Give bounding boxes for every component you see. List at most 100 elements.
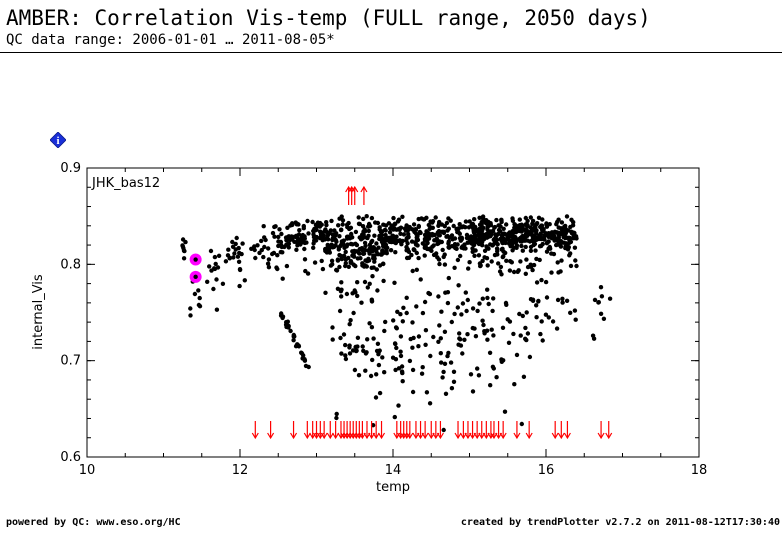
data-point <box>598 311 604 316</box>
data-point <box>472 253 477 258</box>
data-point <box>298 241 304 246</box>
data-point <box>288 328 293 334</box>
data-point <box>512 236 518 242</box>
data-point <box>496 261 501 266</box>
data-point <box>393 367 398 373</box>
data-point <box>494 217 499 223</box>
data-point <box>213 261 218 267</box>
data-point <box>297 228 302 233</box>
data-point <box>448 360 454 365</box>
lower-limit-arrowhead <box>421 432 429 440</box>
data-point <box>363 243 368 249</box>
data-point <box>341 253 347 258</box>
data-point <box>339 242 344 247</box>
data-point <box>485 295 490 301</box>
data-point <box>366 228 371 234</box>
data-point <box>392 280 397 285</box>
data-point <box>369 265 374 270</box>
data-point <box>499 272 504 277</box>
data-point <box>467 219 472 224</box>
data-point <box>328 244 334 249</box>
data-point <box>497 223 502 228</box>
page-title: AMBER: Correlation Vis-temp (FULL range,… <box>6 6 651 30</box>
upper-limit-arrowhead <box>348 185 356 193</box>
data-point <box>387 230 393 235</box>
data-point <box>347 345 352 350</box>
lower-limit-arrowhead <box>454 432 462 440</box>
footer-powered-by: powered by QC: www.eso.org/HC <box>6 517 181 528</box>
header-divider <box>0 52 782 53</box>
data-point <box>512 225 517 230</box>
data-point <box>341 238 346 243</box>
data-point <box>212 254 218 260</box>
data-point <box>493 232 498 238</box>
data-point <box>196 288 201 293</box>
highlighted-point-core <box>193 274 198 280</box>
data-point <box>537 257 542 263</box>
y-tick-label: 0.8 <box>60 257 81 272</box>
data-point <box>181 256 187 261</box>
data-point <box>393 250 398 255</box>
data-point <box>435 255 440 260</box>
data-point <box>292 239 297 244</box>
data-point <box>280 250 285 255</box>
data-point <box>336 223 341 228</box>
lower-limit-arrowhead <box>267 432 275 440</box>
data-point <box>541 227 546 232</box>
data-point <box>520 248 525 253</box>
data-point <box>398 231 403 236</box>
data-point <box>343 353 348 358</box>
data-point <box>284 263 290 269</box>
data-point <box>410 268 415 274</box>
data-point <box>404 223 409 228</box>
data-point <box>460 351 465 356</box>
data-point <box>438 336 443 341</box>
data-point <box>531 262 537 268</box>
data-point <box>519 243 524 249</box>
info-diamond-icon[interactable]: i <box>50 132 66 148</box>
data-point <box>376 352 381 357</box>
data-point <box>347 351 353 356</box>
data-point <box>486 301 491 307</box>
data-point <box>404 255 410 261</box>
data-point <box>242 278 247 283</box>
data-point <box>533 248 538 253</box>
data-point <box>496 227 502 233</box>
data-point <box>475 308 480 314</box>
data-point <box>530 267 535 273</box>
lower-limit-arrowhead <box>406 432 414 440</box>
data-point <box>365 248 371 253</box>
data-point <box>555 297 561 303</box>
lower-limit-arrowhead <box>346 432 354 440</box>
lower-limit-arrowhead <box>597 432 605 440</box>
data-point <box>220 281 226 286</box>
data-point <box>328 228 333 233</box>
data-point <box>452 265 457 270</box>
data-point <box>543 279 549 285</box>
data-point <box>355 256 360 261</box>
data-point <box>404 310 409 316</box>
data-point <box>303 268 308 274</box>
data-point <box>223 259 229 264</box>
data-point <box>236 245 241 251</box>
data-point <box>388 226 393 231</box>
data-point <box>324 222 329 228</box>
data-point <box>294 247 299 252</box>
data-point <box>343 263 348 269</box>
data-point <box>364 264 369 269</box>
data-point <box>492 252 498 258</box>
data-point <box>556 270 561 275</box>
data-point <box>370 357 375 363</box>
data-point <box>330 262 335 267</box>
lower-limit-arrowhead <box>605 432 613 440</box>
data-point <box>524 257 529 262</box>
lower-limit-arrowhead <box>400 432 408 440</box>
data-point <box>499 217 504 222</box>
data-point <box>294 221 300 226</box>
data-point <box>523 271 528 276</box>
data-point <box>343 249 348 255</box>
data-point <box>290 222 295 228</box>
data-point <box>436 294 441 299</box>
data-point <box>334 267 339 273</box>
data-point <box>422 236 428 242</box>
